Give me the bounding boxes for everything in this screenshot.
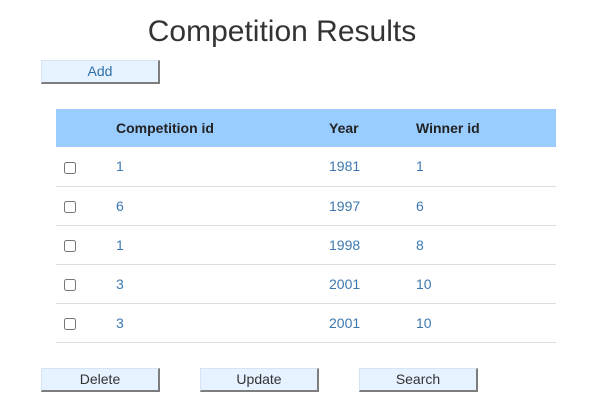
year-cell: 2001 [329,275,361,292]
row-checkbox[interactable] [64,317,76,330]
row-select-cell [56,303,116,342]
winner-id-cell: 10 [416,275,432,292]
year-cell: 1998 [329,236,361,253]
table-row: 1 1998 8 [56,225,556,264]
row-checkbox[interactable] [64,161,76,174]
page-title: Competition Results [147,15,417,48]
year-cell: 1981 [329,158,361,175]
results-table: Competition id Year Winner id 1 1981 1 6… [56,109,556,343]
column-header-competition-id: Competition id [116,120,214,136]
winner-id-cell: 8 [416,236,424,253]
table-row: 3 2001 10 [56,264,556,303]
row-select-cell [56,264,116,303]
row-select-cell [56,147,116,186]
table-row: 6 1997 6 [56,186,556,225]
year-cell: 2001 [329,314,361,331]
row-checkbox[interactable] [64,200,76,213]
winner-id-cell: 6 [416,197,424,214]
row-checkbox[interactable] [64,278,76,291]
search-button[interactable]: Search [359,368,478,392]
update-button[interactable]: Update [200,368,319,392]
column-header-winner-id: Winner id [416,120,480,136]
add-button[interactable]: Add [41,60,160,84]
row-select-cell [56,186,116,225]
table-header-row: Competition id Year Winner id [56,109,556,147]
winner-id-cell: 10 [416,314,432,331]
table-row: 1 1981 1 [56,147,556,186]
competition-id-cell: 1 [116,236,124,253]
row-select-cell [56,225,116,264]
competition-id-cell: 6 [116,197,124,214]
competition-id-cell: 3 [116,314,124,331]
year-cell: 1997 [329,197,361,214]
column-header-select [56,109,116,147]
column-header-year: Year [329,120,359,136]
competition-id-cell: 3 [116,275,124,292]
winner-id-cell: 1 [416,158,424,175]
row-checkbox[interactable] [64,239,76,252]
competition-id-cell: 1 [116,158,124,175]
table-row: 3 2001 10 [56,303,556,342]
delete-button[interactable]: Delete [41,368,160,392]
